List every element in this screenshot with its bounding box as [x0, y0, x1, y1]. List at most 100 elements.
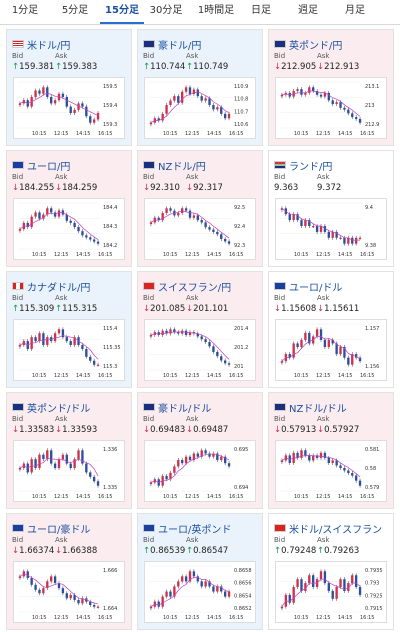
tab-3[interactable]: 30分足	[149, 5, 183, 16]
bid-label: Bid	[12, 173, 24, 181]
bid-value: ↑115.309	[12, 304, 54, 314]
rate-card[interactable]: スイスフラン/円 Bid Ask ↓201.085 ↓201.101 201.4 201.2…	[137, 271, 263, 388]
pair-name[interactable]: 米ドル/スイスフラン	[289, 525, 383, 536]
pair-name[interactable]: 英ポンド/円	[289, 41, 343, 52]
rate-card[interactable]: 英ポンド/ドル Bid Ask ↓1.33583 ↓1.33593 1.336 1.335 1…	[6, 392, 132, 509]
candle	[196, 576, 199, 582]
rate-card[interactable]: 豪ドル/円 Bid Ask ↑110.744 ↑110.749 110.9 110.8 110…	[137, 29, 263, 146]
candle	[177, 96, 180, 103]
candle	[343, 237, 346, 244]
mini-chart[interactable]: 110.9 110.8 110.7 110.6 10:15 12:15 14:15 16:15	[144, 77, 256, 139]
candle	[223, 238, 227, 242]
ask-text: 1.15611	[324, 304, 360, 314]
mini-chart[interactable]: 1.336 1.335 10:15 12:15 14:15 16:15	[13, 440, 125, 502]
card-header: ユーロ/豪ドル	[12, 518, 90, 536]
candle	[18, 229, 22, 231]
y-tick-label: 0.8656	[234, 581, 252, 587]
tab-2[interactable]: 15分足	[100, 0, 144, 24]
tab-0[interactable]: 1分足	[11, 5, 39, 16]
pair-name[interactable]: ユーロ/豪ドル	[27, 525, 91, 536]
candle	[312, 575, 315, 588]
x-tick-label: 12:15	[54, 131, 68, 137]
candle	[53, 212, 57, 217]
tab-6[interactable]: 週足	[298, 5, 318, 16]
candle	[351, 113, 354, 118]
mini-chart[interactable]: 0.581 0.58 0.579 10:15 12:15 14:15 16:15	[275, 440, 387, 502]
mini-chart[interactable]: 92.5 92.4 92.3 10:15 12:15 14:15 16:15	[144, 198, 256, 260]
candle	[354, 237, 358, 244]
rate-card[interactable]: ユーロ/豪ドル Bid Ask ↓1.66374 ↓1.66388 1.666 1.664 1…	[6, 513, 132, 630]
candle	[216, 453, 219, 460]
rate-card[interactable]: 米ドル/スイスフラン Bid Ask ↑0.79248 ↑0.79263 0.7935 0.…	[268, 513, 394, 630]
nz-flag-icon	[143, 160, 155, 169]
mini-chart[interactable]: 1.666 1.664 10:15 12:15 14:15 16:15	[13, 561, 125, 623]
candle	[53, 463, 57, 468]
candle	[169, 591, 172, 597]
mini-chart[interactable]: 184.4 184.3 184.2 10:15 12:15 14:15 16:15	[13, 198, 125, 260]
rate-card[interactable]: NZドル/円 Bid Ask ↓92.310 ↓92.317 92.5 92.4 92.3 10…	[137, 150, 263, 267]
mini-chart-svg: 159.5 159.4 159.3 10:15 12:15 14:15 16:15	[18, 81, 117, 137]
candle	[177, 459, 180, 467]
mini-chart[interactable]: 1.157 1.156 10:15 12:15 14:15 16:15	[275, 319, 387, 381]
mini-chart[interactable]: 9.4 9.38 10:15 12:15 14:15 16:15	[275, 198, 387, 260]
candle	[200, 581, 203, 587]
moving-average-line	[19, 335, 99, 360]
za-flag-icon	[274, 160, 286, 169]
y-tick-label: 0.58	[365, 466, 376, 472]
candle	[196, 453, 199, 457]
pair-name[interactable]: カナダドル/円	[27, 283, 91, 294]
tab-4[interactable]: 1時間足	[197, 5, 235, 16]
rate-card[interactable]: ランド/円 Bid Ask 9.363 9.372 9.4 9.38 10:15 12:15 14…	[268, 150, 394, 267]
rate-card[interactable]: 豪ドル/ドル Bid Ask ↓0.69483 ↓0.69487 0.695 0.694 10…	[137, 392, 263, 509]
candle	[26, 222, 29, 228]
candle	[212, 586, 215, 592]
pair-name[interactable]: NZドル/ドル	[289, 404, 347, 415]
tab-7[interactable]: 月足	[345, 5, 365, 16]
candle	[212, 105, 215, 110]
bid-text: 0.69483	[150, 425, 186, 435]
candle	[184, 576, 188, 582]
tab-5[interactable]: 日足	[251, 5, 271, 16]
pair-name[interactable]: 英ポンド/ドル	[27, 404, 91, 415]
rate-card[interactable]: ユーロ/円 Bid Ask ↓184.255 ↓184.259 184.4 184.3 184…	[6, 150, 132, 267]
candle	[18, 345, 22, 347]
rate-card[interactable]: カナダドル/円 Bid Ask ↑115.309 ↑115.315 115.4 115.35…	[6, 271, 132, 388]
pair-name[interactable]: ユーロ/ドル	[289, 283, 343, 294]
ask-label: Ask	[317, 294, 330, 302]
rate-card[interactable]: 米ドル/円 Bid Ask ↑159.381 ↑159.383 159.5 159.4 159…	[6, 29, 132, 146]
candle	[304, 92, 307, 95]
candle	[81, 103, 84, 107]
mini-chart[interactable]: 0.695 0.694 10:15 12:15 14:15 16:15	[144, 440, 256, 502]
candle	[61, 329, 65, 338]
candle	[227, 363, 231, 365]
pair-name[interactable]: ランド/円	[289, 162, 333, 173]
pair-name[interactable]: 豪ドル/円	[158, 41, 202, 52]
candle	[50, 337, 53, 342]
mini-chart[interactable]: 213.1 213 212.9 10:15 12:15 14:15 16:15	[275, 77, 387, 139]
mini-chart-svg: 92.5 92.4 92.3 10:15 12:15 14:15 16:15	[149, 202, 245, 258]
x-tick-label: 14:15	[76, 131, 90, 137]
arrow-up-icon: ↑	[143, 546, 151, 556]
mini-chart[interactable]: 0.7935 0.793 0.7925 0.7915 10:15 12:15 14:15 16…	[275, 561, 387, 623]
rate-card[interactable]: ユーロ/英ポンド Bid Ask ↑0.86539 ↑0.86547 0.8658 0.86…	[137, 513, 263, 630]
candle	[157, 217, 160, 221]
pair-name[interactable]: ユーロ/英ポンド	[158, 525, 232, 536]
card-header: ユーロ/円	[12, 155, 70, 173]
rate-card[interactable]: 英ポンド/円 Bid Ask ↓212.905 ↓212.913 213.1 213 212.…	[268, 29, 394, 146]
pair-name[interactable]: ユーロ/円	[27, 162, 71, 173]
candle	[351, 237, 354, 244]
candle	[304, 220, 307, 226]
mini-chart[interactable]: 115.4 115.35 115.3 10:15 12:15 14:15 16:15	[13, 319, 125, 381]
tab-1[interactable]: 5分足	[61, 5, 89, 16]
candle	[42, 454, 45, 460]
mini-chart[interactable]: 201.4 201.2 201 10:15 12:15 14:15 16:15	[144, 319, 256, 381]
pair-name[interactable]: 米ドル/円	[27, 41, 71, 52]
rate-card[interactable]: ユーロ/ドル Bid Ask ↓1.15608 ↓1.15611 1.157 1.156 10…	[268, 271, 394, 388]
pair-name[interactable]: スイスフラン/円	[158, 283, 232, 294]
mini-chart[interactable]: 0.8658 0.8656 0.8654 0.8652 10:15 12:15 14:15 1…	[144, 561, 256, 623]
mini-chart[interactable]: 159.5 159.4 159.3 10:15 12:15 14:15 16:15	[13, 77, 125, 139]
pair-name[interactable]: NZドル/円	[158, 162, 206, 173]
rate-card[interactable]: NZドル/ドル Bid Ask ↓0.57913 ↓0.57927 0.581 0.58 0.…	[268, 392, 394, 509]
pair-name[interactable]: 豪ドル/ドル	[158, 404, 212, 415]
candle	[34, 584, 37, 590]
